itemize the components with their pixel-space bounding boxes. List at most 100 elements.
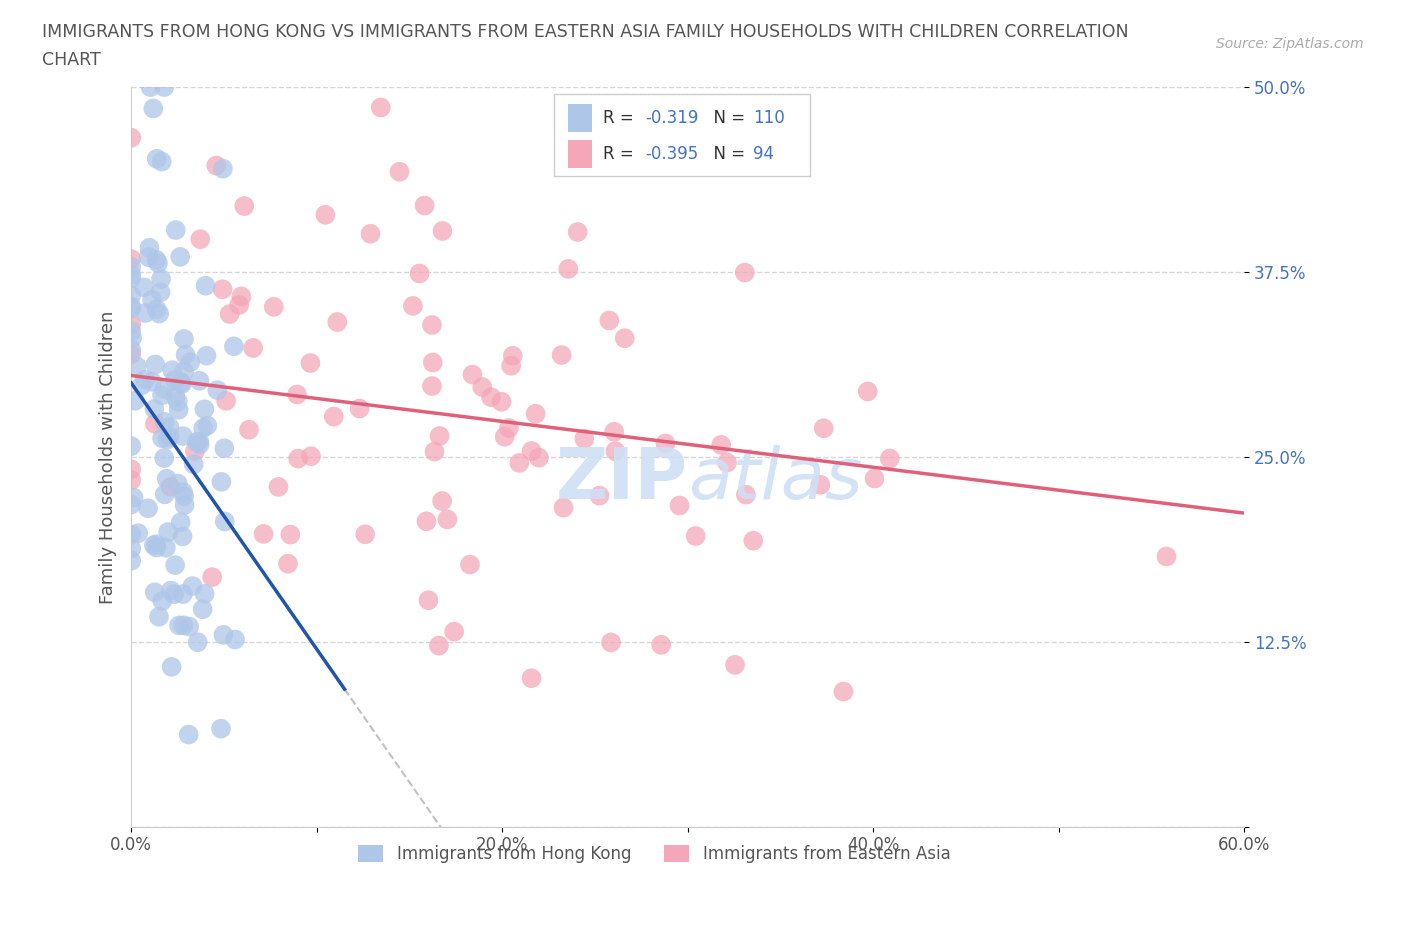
Point	[716, 455, 738, 470]
Point	[458, 557, 481, 572]
Point	[242, 340, 264, 355]
Point	[155, 540, 177, 555]
Point	[165, 222, 187, 237]
Point	[150, 154, 173, 169]
Point	[120, 342, 142, 357]
Point	[734, 487, 756, 502]
Point	[354, 526, 377, 541]
Text: -0.319: -0.319	[645, 109, 699, 127]
Point	[172, 529, 194, 544]
Point	[160, 363, 183, 378]
Point	[479, 390, 502, 405]
Y-axis label: Family Households with Children: Family Households with Children	[100, 311, 117, 604]
Point	[603, 424, 626, 439]
Point	[143, 585, 166, 600]
Point	[863, 472, 886, 486]
Point	[159, 480, 181, 495]
Point	[179, 355, 201, 370]
Point	[139, 80, 162, 95]
Point	[349, 401, 371, 416]
Point	[120, 299, 142, 313]
Point	[120, 288, 142, 303]
Point	[120, 527, 142, 542]
Point	[600, 635, 623, 650]
Text: -0.395: -0.395	[645, 145, 699, 164]
Point	[212, 628, 235, 643]
Point	[188, 373, 211, 388]
Point	[120, 324, 142, 339]
Point	[280, 527, 302, 542]
Point	[856, 384, 879, 399]
Point	[553, 500, 575, 515]
Point	[267, 480, 290, 495]
Point	[150, 431, 173, 445]
Point	[181, 578, 204, 593]
Point	[146, 256, 169, 271]
Point	[567, 224, 589, 239]
Point	[205, 158, 228, 173]
Point	[214, 514, 236, 529]
Point	[186, 434, 208, 449]
Text: Source: ZipAtlas.com: Source: ZipAtlas.com	[1216, 37, 1364, 51]
Point	[156, 472, 179, 486]
Point	[668, 498, 690, 513]
Point	[124, 393, 146, 408]
Point	[138, 240, 160, 255]
Point	[169, 515, 191, 530]
Point	[209, 722, 232, 737]
Point	[142, 101, 165, 116]
Point	[287, 451, 309, 466]
Point	[134, 305, 156, 320]
Point	[127, 525, 149, 540]
Point	[143, 357, 166, 372]
Point	[191, 602, 214, 617]
Point	[233, 199, 256, 214]
Point	[436, 512, 458, 526]
Point	[211, 282, 233, 297]
Point	[508, 456, 530, 471]
Point	[742, 533, 765, 548]
Point	[685, 528, 707, 543]
Point	[498, 420, 520, 435]
Point	[120, 301, 142, 316]
Point	[520, 671, 543, 685]
Point	[188, 232, 211, 246]
Text: atlas: atlas	[688, 445, 862, 513]
Point	[157, 525, 180, 539]
Point	[120, 252, 142, 267]
Point	[153, 487, 176, 502]
Point	[120, 271, 142, 286]
Point	[605, 444, 627, 458]
Point	[121, 330, 143, 345]
Point	[427, 638, 450, 653]
Point	[710, 437, 733, 452]
Point	[326, 314, 349, 329]
Point	[122, 490, 145, 505]
Point	[195, 348, 218, 363]
Point	[832, 684, 855, 699]
Point	[170, 377, 193, 392]
Point	[224, 632, 246, 647]
Point	[165, 389, 187, 404]
Text: N =: N =	[703, 145, 751, 164]
Point	[370, 100, 392, 115]
Point	[550, 348, 572, 363]
Point	[134, 372, 156, 387]
Point	[150, 272, 173, 286]
Point	[145, 302, 167, 317]
Point	[408, 266, 430, 281]
Point	[167, 403, 190, 418]
Point	[813, 421, 835, 436]
Point	[212, 161, 235, 176]
Point	[159, 430, 181, 445]
Point	[430, 494, 453, 509]
Text: R =: R =	[603, 109, 640, 127]
Point	[501, 358, 523, 373]
Point	[156, 432, 179, 446]
Point	[214, 441, 236, 456]
Point	[285, 387, 308, 402]
Legend: Immigrants from Hong Kong, Immigrants from Eastern Asia: Immigrants from Hong Kong, Immigrants fr…	[352, 839, 957, 870]
Point	[724, 658, 747, 672]
Point	[120, 268, 142, 283]
Point	[184, 444, 207, 458]
